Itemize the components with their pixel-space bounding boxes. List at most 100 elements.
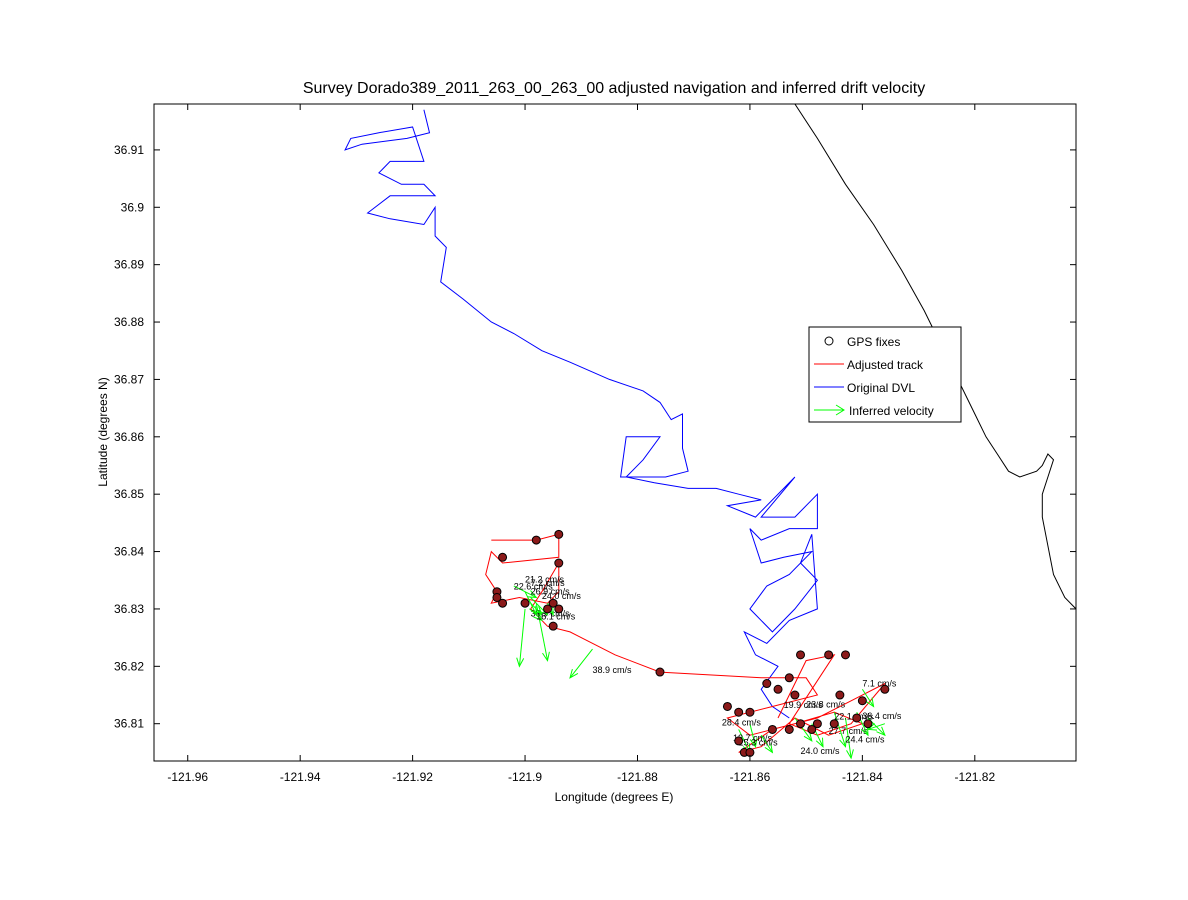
legend-gps-label: GPS fixes <box>847 335 900 349</box>
gps-fix-marker <box>807 724 817 734</box>
legend-gps-marker <box>824 336 834 346</box>
velocity-arrow <box>833 712 846 747</box>
velocity-label: 25.3 cm/s <box>739 738 779 748</box>
gps-fix-marker <box>762 679 772 689</box>
gps-fix-marker <box>857 696 867 706</box>
y-axis-label: Latitude (degrees N) <box>96 377 110 486</box>
gps-fix-marker <box>734 736 744 746</box>
x-tick-label: -121.82 <box>954 770 995 784</box>
gps-fix-marker <box>531 535 541 545</box>
gps-fix-marker <box>655 667 665 677</box>
x-tick-label: -121.88 <box>617 770 658 784</box>
coastline-layer <box>794 104 1076 610</box>
x-tick-label: -121.9 <box>508 770 542 784</box>
y-tick-label: 36.89 <box>114 258 144 272</box>
velocity-arrowhead <box>839 737 847 748</box>
x-tick-label: -121.94 <box>280 770 321 784</box>
gps-fix-marker <box>824 650 834 660</box>
velocity-label: 36.4 cm/s <box>862 711 902 721</box>
velocity-arrow <box>867 723 886 730</box>
y-tick-label: 36.82 <box>114 659 144 673</box>
gps-fix-marker <box>829 719 839 729</box>
velocity-label: 7.2 cm/s <box>531 578 566 588</box>
gps-fix-marker <box>812 719 822 729</box>
velocity-label: 23.8 cm/s <box>806 700 846 710</box>
legend-velocity-arrowhead <box>835 404 845 416</box>
velocity-arrow <box>749 723 757 747</box>
gps-fix-marker <box>722 701 732 711</box>
y-tick-label: 36.86 <box>114 430 144 444</box>
x-tick-label: -121.96 <box>167 770 208 784</box>
velocity-label: 26.9 cm/s <box>531 587 571 597</box>
gps-fix-marker <box>492 592 502 602</box>
x-tick-label: -121.84 <box>842 770 883 784</box>
gps-fix-marker <box>835 690 845 700</box>
velocity-label: 24.0 cm/s <box>542 591 582 601</box>
gps-fix-marker <box>520 598 530 608</box>
y-tick-label: 36.83 <box>114 602 144 616</box>
velocity-arrow <box>760 734 773 753</box>
velocity-label: 38.9 cm/s <box>593 665 633 675</box>
gps-fix-marker <box>548 621 558 631</box>
legend-adjusted-label: Adjusted track <box>847 358 924 372</box>
velocity-arrow <box>535 614 543 621</box>
gps-fix-marker <box>554 604 564 614</box>
velocity-arrow <box>569 648 593 679</box>
velocity-arrow <box>861 689 875 707</box>
velocity-arrowhead <box>542 651 550 662</box>
gps-fix-marker <box>796 650 806 660</box>
dvl-track-layer <box>344 109 819 719</box>
chart-title: Survey Dorado389_2011_263_00_263_00 adju… <box>303 80 925 97</box>
velocity-arrowhead <box>533 606 543 616</box>
velocity-arrowhead <box>516 657 525 668</box>
velocity-label: 27.7 cm/s <box>829 726 869 736</box>
velocity-label: 28.4 cm/s <box>722 717 762 727</box>
y-tick-label: 36.87 <box>114 372 144 386</box>
plot-frame <box>153 103 1077 762</box>
x-axis: -121.96 -121.94 -121.92 -121.9 -121.88 -121.8… <box>167 104 995 784</box>
velocity-arrowhead <box>749 737 758 748</box>
gps-fix-marker <box>548 598 558 608</box>
velocity-label: 24.0 cm/s <box>801 746 841 756</box>
gps-fix-marker <box>543 604 553 614</box>
velocity-label: 21.2 cm/s <box>525 575 565 585</box>
legend-dvl-label: Original DVL <box>847 381 915 395</box>
x-axis-label: Longitude (degrees E) <box>555 790 674 804</box>
x-tick-label: -121.86 <box>730 770 771 784</box>
y-tick-label: 36.91 <box>114 143 144 157</box>
velocity-arrowhead <box>876 726 886 737</box>
velocity-arrowhead <box>803 732 813 742</box>
velocity-layer: 38.9 cm/s 38.9 cm/s 22.6 cm/s7.2 cm/s21.2 … <box>513 575 902 760</box>
velocity-label: 38.9 cm/s <box>531 608 571 618</box>
gps-fix-marker <box>852 713 862 723</box>
gps-fix-marker <box>498 598 508 608</box>
velocity-label: 22.6 cm/s <box>514 581 554 591</box>
velocity-arrowhead <box>764 743 774 754</box>
velocity-arrow <box>524 591 537 615</box>
velocity-arrowhead <box>527 590 538 599</box>
gps-fix-marker <box>784 673 794 683</box>
gps-fix-marker <box>767 724 777 734</box>
gps-fix-marker <box>863 719 873 729</box>
velocity-label: 7.1 cm/s <box>862 678 897 688</box>
gps-fix-marker <box>796 719 806 729</box>
velocity-label: 12.7 cm/s <box>733 733 773 743</box>
gps-fix-marker <box>841 650 850 660</box>
gps-fix-marker <box>773 684 783 694</box>
velocity-label: 19.9 cm/s <box>784 700 824 710</box>
y-tick-label: 36.9 <box>121 200 145 214</box>
gps-fixes-layer <box>492 529 890 757</box>
legend-velocity-label: Inferred velocity <box>849 404 934 418</box>
y-tick-label: 36.88 <box>114 315 144 329</box>
y-tick-label: 36.84 <box>114 545 144 559</box>
legend: GPS fixes Adjusted track Original DVL In… <box>808 326 962 423</box>
gps-fix-marker <box>790 690 800 700</box>
velocity-arrow <box>845 717 852 759</box>
gps-fix-marker <box>554 529 564 539</box>
legend-box <box>808 326 962 423</box>
gps-fix-marker <box>498 552 508 562</box>
coastline-line <box>794 104 1076 610</box>
y-tick-label: 36.81 <box>114 717 144 731</box>
velocity-arrowhead <box>533 611 543 622</box>
